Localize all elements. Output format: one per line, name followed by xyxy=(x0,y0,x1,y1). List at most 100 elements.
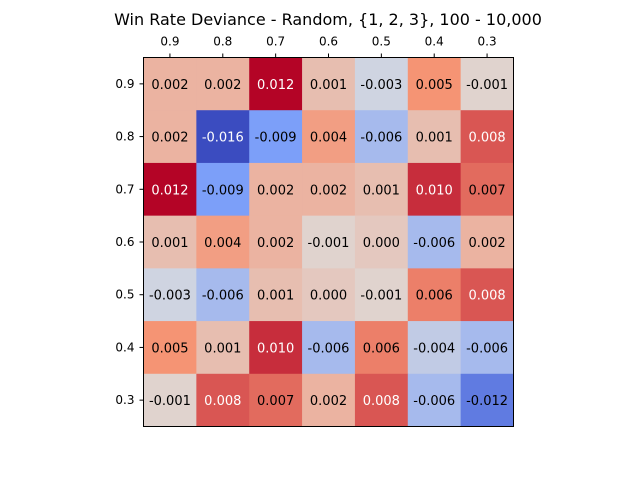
heatmap-cell xyxy=(407,321,462,375)
x-tick-label: 0.8 xyxy=(213,35,232,49)
heatmap-cell xyxy=(460,268,514,322)
cell-value-label: 0.004 xyxy=(204,236,241,251)
cell-value-label: 0.000 xyxy=(363,236,400,251)
heatmap-cell xyxy=(354,162,409,217)
x-tick-label: 0.5 xyxy=(372,35,391,49)
cell-value-label: 0.007 xyxy=(468,183,505,198)
heatmap-cell xyxy=(143,57,197,111)
cell-value-label: 0.005 xyxy=(416,78,453,93)
heatmap-cell xyxy=(302,162,356,217)
heatmap-cell xyxy=(354,215,409,269)
cell-value-label: -0.006 xyxy=(466,341,508,356)
heatmap-cell xyxy=(302,268,356,322)
y-tick-label: 0.8 xyxy=(115,130,134,144)
cell-value-label: 0.001 xyxy=(257,289,294,304)
cell-value-label: 0.002 xyxy=(204,78,241,93)
heatmap-cell xyxy=(302,110,356,164)
heatmap-cell xyxy=(302,57,356,111)
cell-value-label: -0.001 xyxy=(360,289,402,304)
heatmap-cell xyxy=(196,162,250,217)
cell-value-label: 0.001 xyxy=(310,78,347,93)
y-tick-label: 0.9 xyxy=(115,77,134,91)
heatmap-cell xyxy=(407,110,462,164)
heatmap-cell xyxy=(407,268,462,322)
cell-value-label: 0.010 xyxy=(257,341,294,356)
heatmap-cell xyxy=(407,215,462,269)
heatmap-cell xyxy=(460,321,514,375)
cell-value-label: 0.001 xyxy=(151,236,188,251)
x-tick-label: 0.6 xyxy=(319,35,338,49)
cell-value-label: 0.000 xyxy=(310,289,347,304)
y-tick-label: 0.5 xyxy=(115,288,134,302)
cell-value-label: 0.001 xyxy=(204,341,241,356)
cell-value-label: -0.006 xyxy=(360,131,402,146)
chart-title: Win Rate Deviance - Random, {1, 2, 3}, 1… xyxy=(114,10,542,29)
cell-value-label: -0.003 xyxy=(149,289,191,304)
cell-value-label: -0.006 xyxy=(413,394,455,409)
heatmap-cell xyxy=(249,215,303,269)
cell-value-label: -0.001 xyxy=(466,78,508,93)
heatmap-cell xyxy=(460,110,514,164)
cell-value-label: 0.001 xyxy=(416,131,453,146)
heatmap-cell xyxy=(249,57,303,111)
y-tick-label: 0.6 xyxy=(115,235,134,249)
cell-value-label: 0.007 xyxy=(257,394,294,409)
heatmap-cell xyxy=(249,162,303,217)
cell-value-label: 0.001 xyxy=(363,183,400,198)
heatmap-cell xyxy=(249,373,303,427)
heatmap-cell xyxy=(460,215,514,269)
heatmap-cell xyxy=(302,215,356,269)
cell-value-label: 0.002 xyxy=(310,183,347,198)
cell-value-label: -0.009 xyxy=(202,183,244,198)
x-tick-label: 0.7 xyxy=(266,35,285,49)
heatmap-cell xyxy=(143,215,197,269)
cell-value-label: -0.006 xyxy=(308,341,350,356)
y-tick-label: 0.7 xyxy=(115,182,134,196)
heatmap-cell xyxy=(354,268,409,322)
x-tick-label: 0.3 xyxy=(478,35,497,49)
y-axis-ticks: 0.9 0.8 0.7 0.6 0.5 0.4 0.3 xyxy=(115,77,144,407)
heatmap-cell xyxy=(354,373,409,427)
plot-frame xyxy=(143,57,514,427)
heatmap-cell xyxy=(354,321,409,375)
cell-value-label: -0.004 xyxy=(413,341,455,356)
heatmap-cell xyxy=(354,110,409,164)
heatmap-cell xyxy=(460,373,514,427)
heatmap-cell xyxy=(196,110,250,164)
heatmap-cell xyxy=(143,110,197,164)
cell-value-label: 0.010 xyxy=(416,183,453,198)
heatmap-cell xyxy=(196,268,250,322)
heatmap-cell xyxy=(249,110,303,164)
heatmap-cell xyxy=(196,215,250,269)
heatmap-cell xyxy=(143,321,197,375)
cell-value-label: -0.006 xyxy=(413,236,455,251)
x-tick-label: 0.9 xyxy=(160,35,179,49)
cell-value-label: -0.016 xyxy=(202,131,244,146)
cell-value-label: 0.012 xyxy=(151,183,188,198)
cell-value-label: 0.008 xyxy=(468,289,505,304)
y-tick-label: 0.3 xyxy=(115,393,134,407)
x-axis-ticks: 0.9 0.8 0.7 0.6 0.5 0.4 0.3 xyxy=(160,35,497,58)
cell-value-label: 0.004 xyxy=(310,131,347,146)
heatmap-cell xyxy=(143,268,197,322)
cell-value-label: 0.006 xyxy=(416,289,453,304)
cell-value-label: -0.012 xyxy=(466,394,508,409)
cell-value-label: 0.002 xyxy=(257,236,294,251)
heatmap-cell xyxy=(196,373,250,427)
cell-value-label: 0.002 xyxy=(151,78,188,93)
heatmap-cell xyxy=(460,162,514,217)
cell-value-label: 0.008 xyxy=(468,131,505,146)
heatmap-cell xyxy=(249,268,303,322)
heatmap-cell xyxy=(407,57,462,111)
heatmap-cell xyxy=(143,373,197,427)
heatmap-cell xyxy=(302,321,356,375)
heatmap-cell xyxy=(407,373,462,427)
heatmap-cell xyxy=(196,321,250,375)
heatmap-cells: 0.002 0.002 0.012 0.001 -0.003 0.005 -0.001 0.0… xyxy=(143,57,514,427)
heatmap-cell xyxy=(407,162,462,217)
cell-value-label: 0.008 xyxy=(363,394,400,409)
heatmap-cell xyxy=(460,57,514,111)
cell-value-label: 0.002 xyxy=(257,183,294,198)
cell-value-label: -0.006 xyxy=(202,289,244,304)
heatmap-cell xyxy=(196,57,250,111)
